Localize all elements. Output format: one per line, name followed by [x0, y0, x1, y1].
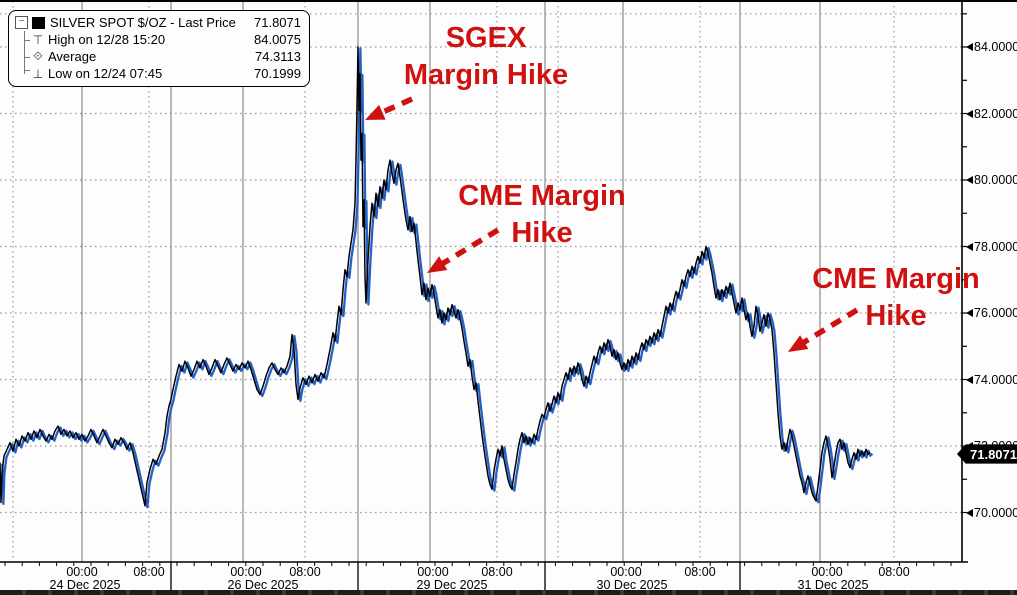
x-axis-date-label: 30 Dec 2025	[596, 578, 668, 592]
y-axis-label-70: 70.0000	[966, 505, 1017, 521]
margin-hike-annotation-1: SGEX Margin Hike	[404, 20, 568, 94]
x-axis-time-label: 08:00	[684, 565, 716, 579]
legend-high-value: 84.0075	[254, 32, 301, 47]
y-axis-label-text: 82.0000	[974, 107, 1017, 121]
legend-row-average: ⟐ Average 74.3113	[15, 48, 301, 65]
legend-tree-branch	[24, 31, 31, 48]
chart-legend: − SILVER SPOT $/OZ - Last Price 71.8071 …	[8, 10, 310, 87]
axis-arrow-icon	[966, 376, 973, 384]
margin-hike-annotation-3: CME Margin Hike	[812, 261, 980, 335]
x-axis-time-label: 08:00	[289, 565, 321, 579]
y-axis-label-text: 84.0000	[974, 40, 1017, 54]
legend-last-price-value: 71.8071	[254, 15, 301, 30]
axis-arrow-icon	[966, 309, 973, 317]
axis-arrow-icon	[966, 43, 973, 51]
axis-arrow-icon	[966, 243, 973, 251]
legend-series-label: SILVER SPOT $/OZ - Last Price	[50, 15, 236, 30]
x-axis-date-label: 31 Dec 2025	[797, 578, 869, 592]
x-axis-time-label: 00:00	[417, 565, 449, 579]
y-axis-label-text: 76.0000	[974, 306, 1017, 320]
legend-average-label: Average	[48, 49, 97, 64]
x-axis-time-label: 08:00	[133, 565, 165, 579]
legend-average-value: 74.3113	[254, 49, 301, 64]
annotation-line: CME Margin	[812, 263, 980, 295]
legend-expand-icon[interactable]: −	[15, 16, 28, 29]
x-axis-time-label: 00:00	[66, 565, 98, 579]
legend-high-label: High on 12/28 15:20	[48, 32, 166, 47]
y-axis-label-84: 84.0000	[966, 39, 1017, 55]
y-axis-label-text: 80.0000	[974, 173, 1017, 187]
last-price-badge-value: 71.8071	[970, 446, 1017, 462]
y-axis-label-text: 70.0000	[974, 506, 1017, 520]
annotation-line: Hike	[511, 217, 573, 249]
x-axis-date-label: 29 Dec 2025	[416, 578, 488, 592]
axis-arrow-icon	[966, 176, 973, 184]
y-axis-label-74: 74.0000	[966, 372, 1017, 388]
annotation-line: Hike	[865, 300, 927, 332]
x-axis-date-label: 24 Dec 2025	[49, 578, 121, 592]
annotation-line: Margin Hike	[403, 59, 569, 91]
y-axis-label-80: 80.0000	[966, 172, 1017, 188]
bottom-cropped-bar	[0, 590, 1017, 595]
y-axis-label-text: 74.0000	[974, 373, 1017, 387]
axis-arrow-icon	[966, 509, 973, 517]
series-swatch-icon	[32, 16, 45, 29]
annotation-line: CME Margin	[458, 180, 626, 212]
x-axis-date-label: 26 Dec 2025	[227, 578, 299, 592]
annotation-line: SGEX	[445, 22, 527, 54]
legend-low-value: 70.1999	[254, 66, 301, 81]
legend-row-last-price: − SILVER SPOT $/OZ - Last Price 71.8071	[15, 14, 301, 31]
x-axis-time-label: 08:00	[878, 565, 910, 579]
y-axis-label-text: 78.0000	[974, 240, 1017, 254]
legend-row-low: ⊥ Low on 12/24 07:45 70.1999	[15, 65, 301, 82]
legend-low-label: Low on 12/24 07:45	[48, 66, 163, 81]
y-axis-label-78: 78.0000	[966, 239, 1017, 255]
x-axis-time-label: 00:00	[811, 565, 843, 579]
last-price-badge: 71.8071	[957, 444, 1017, 464]
y-axis-label-76: 76.0000	[966, 305, 1017, 321]
legend-tree-branch-end	[24, 65, 31, 74]
axis-arrow-icon	[966, 110, 973, 118]
average-marker-icon: ⟐	[33, 49, 43, 63]
x-axis-time-label: 00:00	[610, 565, 642, 579]
low-marker-icon: ⊥	[32, 66, 44, 81]
x-axis-time-label: 08:00	[481, 565, 513, 579]
x-axis-time-label: 00:00	[230, 565, 262, 579]
high-marker-icon: ⊤	[32, 32, 44, 47]
legend-row-high: ⊤ High on 12/28 15:20 84.0075	[15, 31, 301, 48]
margin-hike-annotation-2: CME Margin Hike	[458, 178, 626, 252]
legend-tree-branch	[24, 48, 31, 65]
y-axis-label-82: 82.0000	[966, 106, 1017, 122]
